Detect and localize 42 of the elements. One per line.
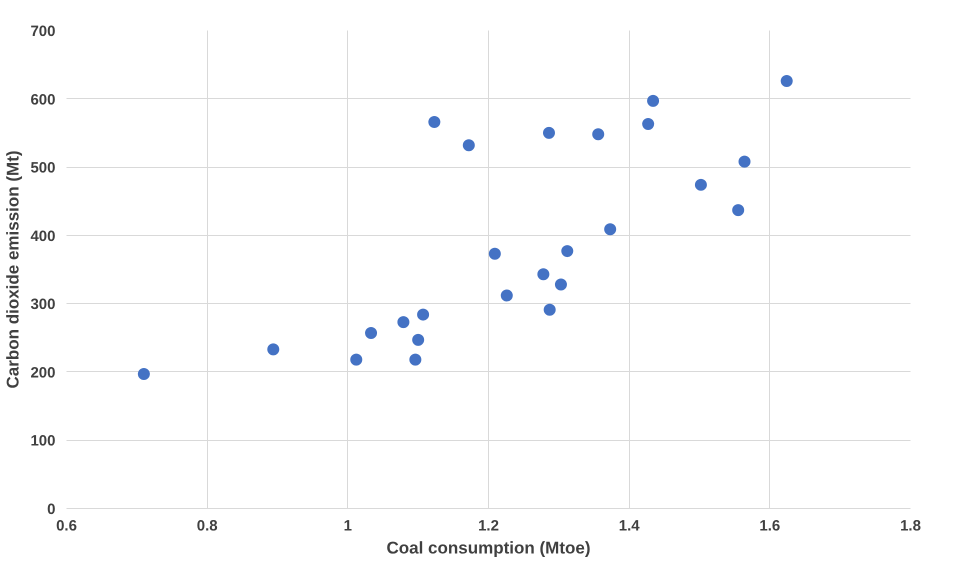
x-tick-label: 0.8: [196, 518, 218, 534]
point: [554, 278, 567, 291]
point: [462, 139, 475, 152]
point: [732, 204, 744, 216]
point: [365, 327, 378, 339]
y-tick-label: 300: [30, 296, 56, 314]
point: [412, 334, 424, 346]
x-tick-label: 1.4: [618, 518, 640, 534]
y-tick-label: 500: [30, 160, 56, 177]
point: [604, 223, 616, 236]
point: [350, 354, 362, 366]
point: [397, 316, 410, 328]
y-tick-label: 600: [30, 91, 56, 108]
point: [780, 75, 793, 88]
x-tick-label: 1.6: [759, 518, 780, 534]
point: [542, 126, 555, 139]
point: [488, 248, 501, 260]
point: [428, 116, 440, 128]
y-tick-label: 0: [47, 501, 56, 518]
point: [694, 178, 707, 191]
x-tick-label: 1: [344, 518, 352, 534]
x-tick-label: 0.6: [56, 518, 77, 534]
point: [138, 368, 150, 380]
point: [561, 245, 574, 258]
y-axis-title: Carbon dioxide emission (Mt): [3, 150, 22, 389]
point: [592, 128, 604, 140]
y-tick-label: 700: [30, 23, 56, 40]
x-tick-label: 1.2: [478, 518, 499, 534]
y-tick-label: 400: [30, 228, 56, 245]
point: [738, 156, 751, 168]
x-tick-label: 1.8: [900, 518, 921, 534]
point: [409, 354, 422, 366]
y-tick-label: 200: [30, 364, 56, 382]
point: [500, 289, 513, 302]
point: [537, 268, 550, 280]
y-tick-label: 100: [30, 432, 56, 450]
point: [544, 304, 556, 316]
point: [267, 343, 280, 356]
x-axis-title: Coal consumption (Mtoe): [386, 538, 590, 558]
point: [417, 308, 430, 321]
point: [642, 118, 654, 130]
point: [647, 94, 660, 107]
